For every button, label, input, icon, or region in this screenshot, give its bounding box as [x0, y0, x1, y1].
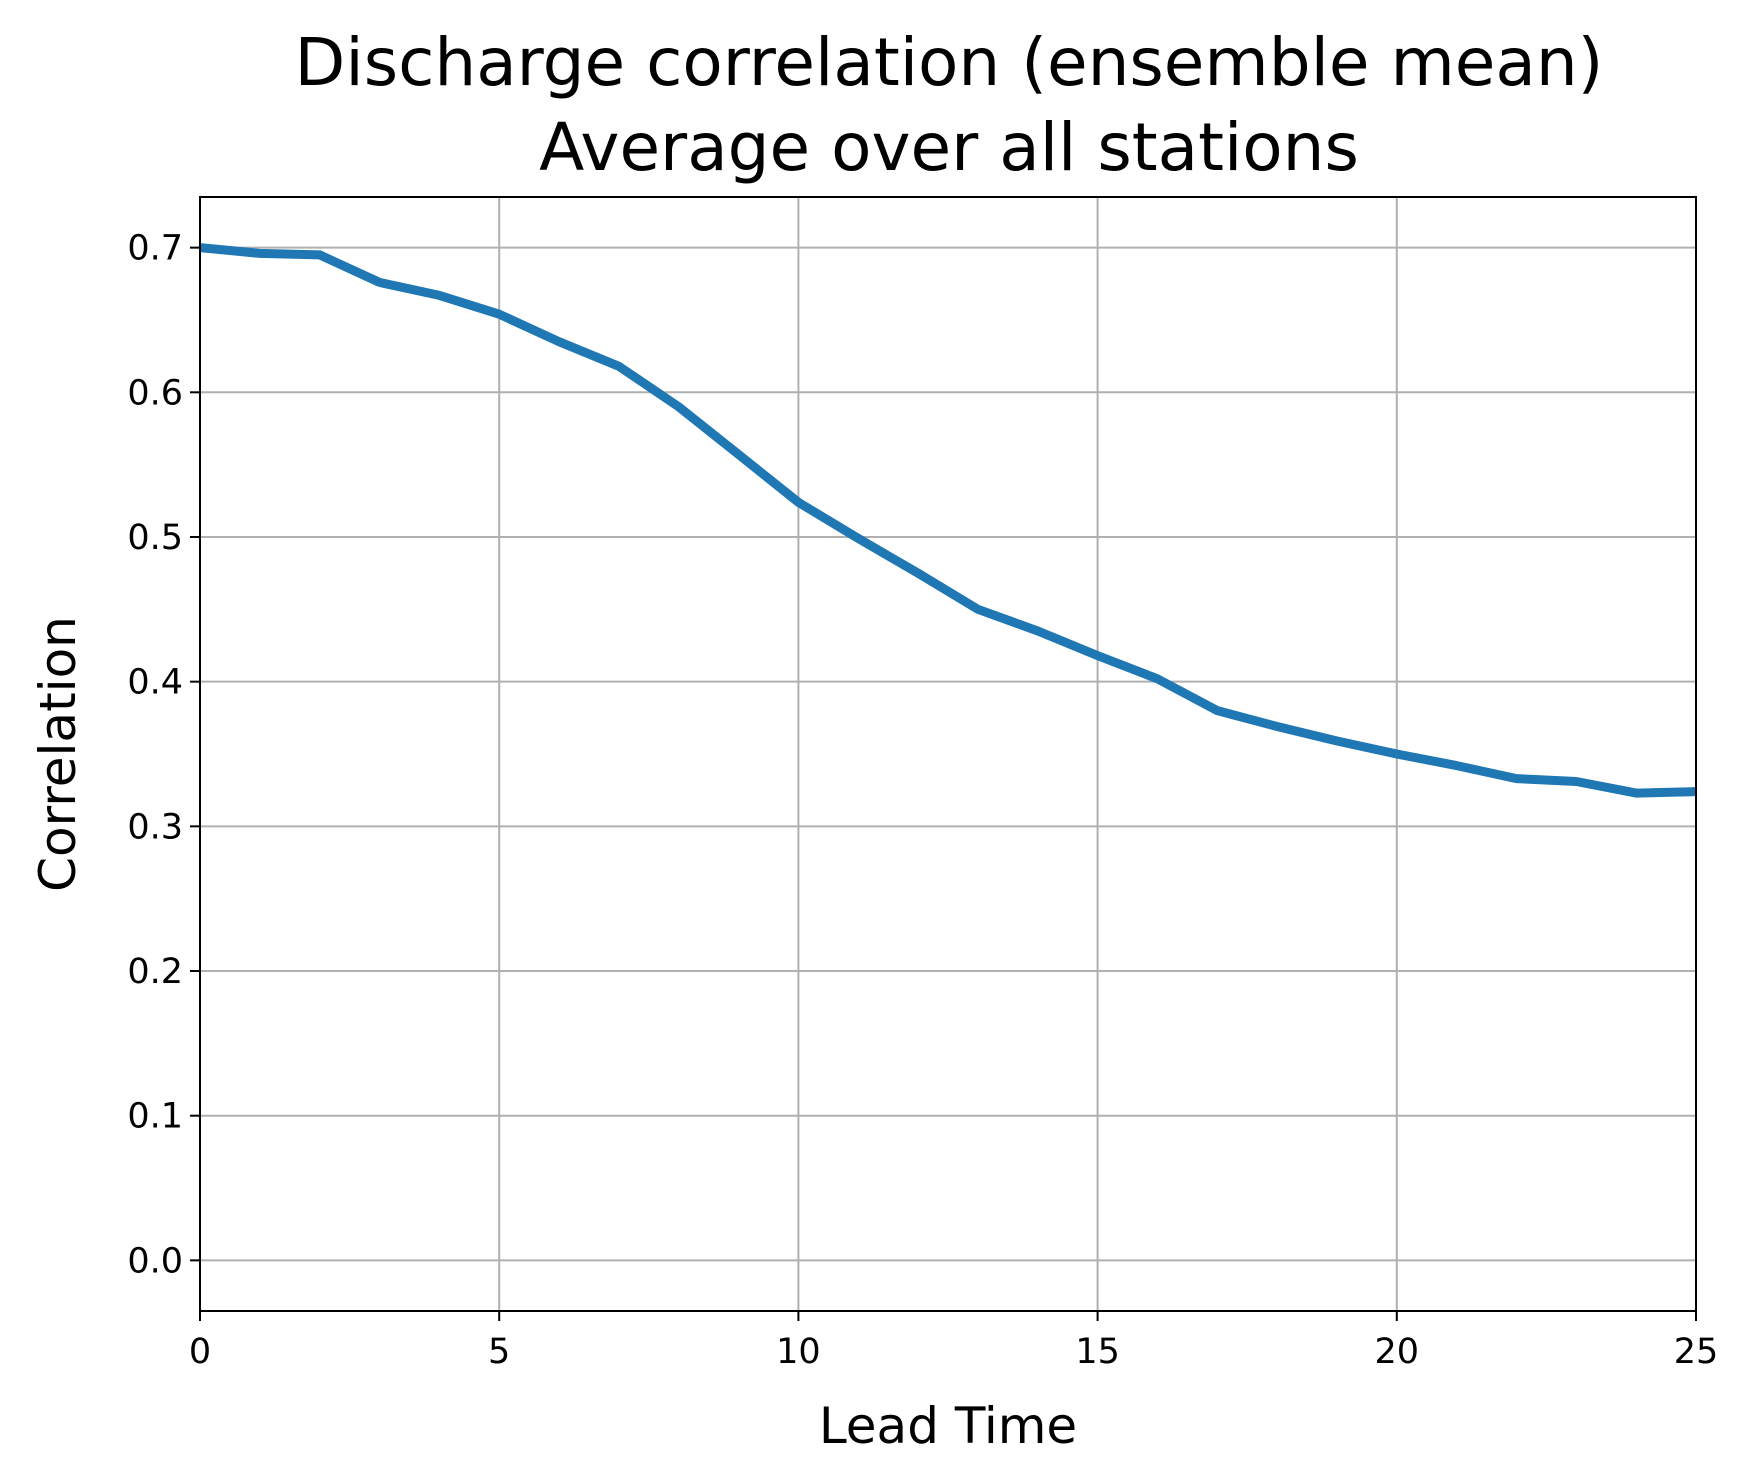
y-axis-ticks: 0.0 0.1 0.2 0.3 0.4 0.5 0.6 0.7 — [127, 229, 200, 1281]
x-axis-ticks: 0 5 10 15 20 25 — [189, 1311, 1718, 1372]
y-tick-label: 0.4 — [127, 663, 183, 703]
y-tick-label: 0.6 — [127, 373, 183, 413]
x-tick-label: 5 — [488, 1332, 510, 1372]
x-tick-label: 20 — [1375, 1332, 1420, 1372]
x-tick-label: 10 — [776, 1332, 821, 1372]
series-line — [199, 243, 1697, 798]
x-tick-label: 0 — [189, 1332, 211, 1372]
chart-title: Discharge correlation (ensemble mean) — [295, 24, 1604, 101]
plot-frame — [199, 196, 1697, 1312]
y-tick-label: 0.1 — [127, 1097, 183, 1137]
y-tick-label: 0.0 — [127, 1241, 183, 1281]
x-tick-label: 15 — [1075, 1332, 1120, 1372]
y-axis-label: Correlation — [29, 616, 87, 892]
y-tick-label: 0.5 — [127, 518, 183, 558]
x-tick-label: 25 — [1674, 1332, 1719, 1372]
y-tick-label: 0.2 — [127, 952, 183, 992]
x-axis-label: Lead Time — [819, 1397, 1077, 1455]
y-tick-label: 0.7 — [127, 229, 183, 269]
chart-subtitle: Average over all stations — [539, 109, 1359, 186]
y-tick-label: 0.3 — [127, 807, 183, 847]
series-layer — [199, 243, 1697, 798]
